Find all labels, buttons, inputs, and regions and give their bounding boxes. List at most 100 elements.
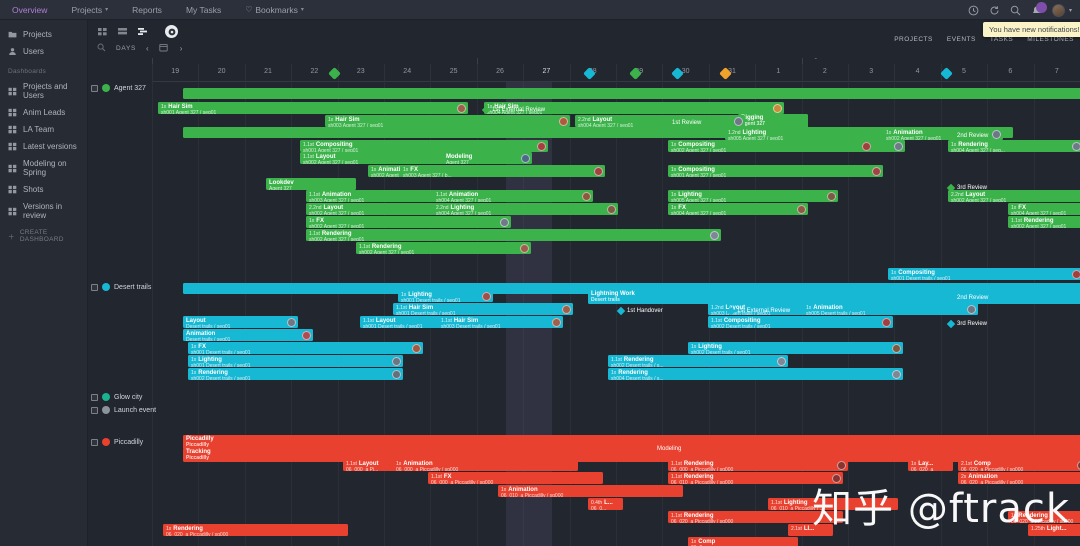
assignee-avatar[interactable] [967,304,976,314]
assignee-avatar[interactable] [500,217,509,227]
milestone-marker[interactable]: 2nd Review [946,293,988,303]
assignee-avatar[interactable] [482,291,491,301]
day-tick[interactable]: 27 [542,68,551,75]
gantt-view-icon[interactable] [137,26,148,37]
gantt-task-bar[interactable]: 1x Rendering 06_020_a Piccadilly / sq000 [163,524,348,536]
day-tick[interactable]: 22 [310,68,319,75]
assignee-avatar[interactable] [559,116,568,126]
gantt-task-bar[interactable]: 1.1st Hair Sim sh001 Desert trails / seq01 [393,303,573,315]
create-dashboard-button[interactable]: ＋ CREATE DASHBOARD [0,224,87,248]
day-tick[interactable]: 19 [171,68,180,75]
chevron-down-icon[interactable]: ▾ [1068,7,1072,14]
clock-icon[interactable] [968,5,979,16]
assignee-avatar[interactable] [832,473,841,483]
day-tick[interactable]: 24 [403,68,412,75]
chevron-left-icon[interactable]: ‹ [146,44,149,53]
milestone-marker[interactable]: 3rd Review [946,319,987,329]
nav-item-my-tasks[interactable]: My Tasks [174,0,233,20]
assignee-avatar[interactable] [992,129,1001,139]
gantt-task-bar[interactable]: 1x Lighting sh005 Agent 327 / seq01 [668,190,838,202]
project-row-label[interactable]: Piccadilly [91,438,143,446]
day-tick[interactable]: 23 [356,68,365,75]
assignee-avatar[interactable] [607,204,616,214]
magnifier-icon[interactable] [97,43,108,54]
project-checkbox[interactable] [91,283,98,291]
gantt-task-bar[interactable]: 1.1st Compositing sh001 Agent 327 / seq01 [300,140,548,152]
sidebar-item-versions-in-review[interactable]: Versions in review [0,198,87,224]
gantt-task-bar[interactable]: 1.1st Lighting 06_010_a Piccadilly / ... [768,498,898,510]
nav-item-reports[interactable]: Reports [120,0,174,20]
sidebar-item-projects-and-users[interactable]: Projects and Users [0,78,87,104]
day-tick[interactable]: 4 [915,68,920,75]
assignee-avatar[interactable] [562,304,571,314]
assignee-avatar[interactable] [894,141,903,151]
milestone-marker[interactable]: 1st External Review [726,306,790,316]
assignee-avatar[interactable] [892,343,901,353]
gantt-project-bar[interactable] [183,127,1013,138]
range-tab-tasks[interactable]: TASKS [989,36,1014,43]
gantt-task-bar[interactable]: 1x FX sh004 Agent 327 / seq01 [668,203,808,215]
sidebar-item-la-team[interactable]: LA Team [0,121,87,138]
gantt-task-bar[interactable]: 1.1st Rendering 06_020_a Piccadilly / sq00… [668,511,843,523]
gantt-project-bar[interactable] [183,283,1080,294]
gantt-task-bar[interactable]: 1x FX sh002 Agent 327 / seq01 [306,216,511,228]
assignee-avatar[interactable] [582,191,591,201]
gantt-task-bar[interactable]: 1.1st Rendering sh002 Agent 327 / seq01 [1008,216,1080,228]
assignee-avatar[interactable] [892,369,901,379]
sidebar-item-shots[interactable]: Shots [0,181,87,198]
chevron-right-icon[interactable]: › [179,44,183,53]
gantt-task-bar[interactable]: Animation Desert trails / seq01 [183,329,313,341]
gantt-task-bar[interactable]: 1.1st Layout 06_000_a Pi... [343,459,408,471]
assignee-avatar[interactable] [412,343,421,353]
gantt-task-bar[interactable]: 1x Animation 06_010_a Piccadilly / sq000 [498,485,683,497]
assignee-avatar[interactable] [797,204,806,214]
gantt-task-bar[interactable]: 1.25th Light... [1028,524,1080,536]
project-row-label[interactable]: Glow city [91,393,142,401]
assignee-avatar[interactable] [882,317,891,327]
sidebar-item-projects[interactable]: Projects [0,26,87,43]
milestone-marker[interactable]: 1st Handover [616,306,663,316]
milestone-marker[interactable]: 1st External Review [481,105,545,115]
gantt-project-bar[interactable]: Rigging Agent 327 [738,114,808,128]
assignee-avatar[interactable] [777,356,786,366]
range-tab-projects[interactable]: PROJECTS [894,36,933,43]
gantt-task-bar[interactable]: 1x Lay... 06_020_a [908,459,953,471]
assignee-avatar[interactable] [537,141,546,151]
day-tick[interactable]: 1 [776,68,781,75]
sidebar-item-modeling-on-spring[interactable]: Modeling on Spring [0,155,87,181]
list-view-icon[interactable] [117,26,128,37]
bell-icon[interactable] [1031,1,1047,16]
assignee-avatar[interactable] [710,230,719,240]
gantt-task-bar[interactable]: Layout Desert trails / seq01 [183,316,298,328]
assignee-avatar[interactable] [734,116,743,126]
milestone-marker[interactable]: 1st Review [661,118,701,128]
grid-view-icon[interactable] [97,26,108,37]
refresh-icon[interactable] [989,5,1000,16]
assignee-avatar[interactable] [827,191,836,201]
assignee-avatar[interactable] [1077,460,1080,470]
gantt-task-bar[interactable]: 1.1st Animation sh004 Agent 327 / seq01 [433,190,593,202]
gantt-project-bar[interactable]: Tracking Piccadilly [183,448,1080,462]
day-tick[interactable]: 30 [681,68,690,75]
assignee-avatar[interactable] [302,330,311,340]
day-tick[interactable]: 21 [264,68,272,75]
gantt-task-bar[interactable]: 1x Rendering sh004 Agent 327 / seq... [948,140,1080,152]
milestone-marker[interactable]: 2nd Review [946,131,988,141]
gantt-task-bar[interactable]: 2.2nd Lighting sh004 Agent 327 / seq01 [433,203,618,215]
gantt-task-bar[interactable]: 2.2nd Layout sh002 Agent 327 / seq01 [948,190,1080,202]
gantt-task-bar[interactable]: 2x Animation 06_020_a Piccadilly / sq000 [958,472,1080,484]
gantt-task-bar[interactable]: 1x Rendering sh004 Desert trails / s... [608,368,903,380]
gantt-task-bar[interactable]: 1x Compositing sh002 Agent 327 / seq01 [668,140,873,152]
assignee-avatar[interactable] [1072,141,1080,151]
project-row-label[interactable]: Launch event [91,406,156,414]
sidebar-item-latest-versions[interactable]: Latest versions [0,138,87,155]
gantt-task-bar[interactable]: 1.1st Rendering sh002 Desert trails / s... [608,355,788,367]
gantt-task-bar[interactable]: 1x Animation sh005 Desert trails / seq01 [803,303,978,315]
gantt-task-bar[interactable]: 1.1st Hair Sim sh003 Desert trails / seq01 [438,316,563,328]
gantt-task-bar[interactable]: 1x Animation 06_000_a Piccadilly / sq000 [393,459,578,471]
gantt-task-bar[interactable]: 1x Hair Sim sh004 Agent 327 / seq01 [484,102,784,114]
milestone-marker[interactable]: 3rd Review [946,183,987,193]
gantt-task-bar[interactable]: 1xComp06_0... [688,537,798,546]
gantt-task-bar[interactable]: 1.1st FX 06_000_a Piccadilly / sq000 [428,472,603,484]
sidebar-item-users[interactable]: Users [0,43,87,60]
